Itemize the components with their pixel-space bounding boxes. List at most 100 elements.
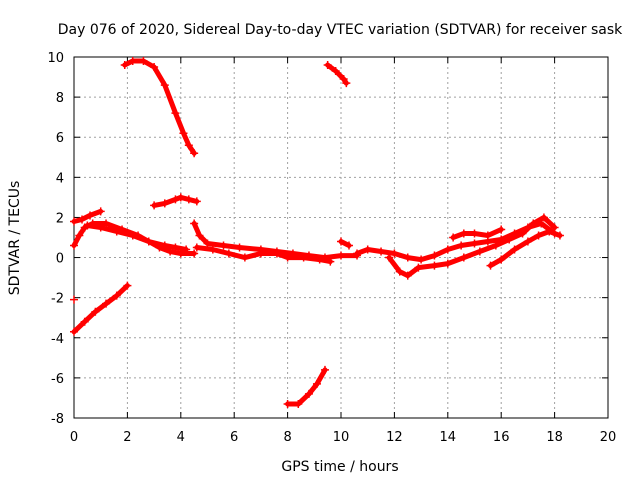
data-point — [96, 223, 105, 232]
data-point — [184, 195, 193, 204]
x-tick-label: 8 — [283, 430, 291, 445]
data-point — [345, 241, 354, 250]
data-point — [395, 267, 404, 276]
series-arc-15 — [70, 295, 78, 304]
data-point — [449, 233, 458, 242]
data-point — [294, 399, 303, 408]
x-tick-label: 0 — [70, 430, 78, 445]
data-point — [192, 243, 201, 252]
grid-lines — [74, 57, 608, 418]
y-tick-label: 2 — [56, 211, 64, 226]
data-point — [353, 249, 362, 258]
series-arc-13 — [449, 225, 506, 242]
data-point — [272, 249, 281, 258]
data-point — [190, 249, 199, 258]
y-tick-label: -4 — [51, 332, 64, 347]
data-point — [176, 193, 185, 202]
series-arc-8 — [192, 243, 335, 266]
y-tick-label: 4 — [56, 171, 64, 186]
data-point — [342, 79, 351, 88]
data-series — [70, 57, 564, 408]
y-tick-label: -8 — [51, 412, 64, 427]
chart-title: Day 076 of 2020, Sidereal Day-to-day VTE… — [58, 22, 623, 38]
data-point — [331, 67, 340, 76]
data-point — [470, 229, 479, 238]
data-point — [120, 61, 129, 70]
data-point — [171, 109, 180, 118]
data-point — [102, 299, 111, 308]
data-point — [403, 271, 412, 280]
data-point — [224, 249, 233, 258]
data-point — [337, 237, 345, 246]
x-tick-label: 6 — [230, 430, 238, 445]
data-point — [505, 235, 514, 244]
series-line — [194, 245, 333, 265]
data-point — [139, 57, 148, 66]
data-point — [337, 251, 345, 260]
data-point — [190, 219, 199, 228]
data-point — [78, 215, 87, 224]
data-point — [339, 75, 348, 84]
data-point — [83, 221, 92, 230]
series-line — [84, 223, 189, 252]
data-point — [184, 141, 193, 150]
data-point — [102, 219, 111, 228]
series-arc-12 — [486, 227, 564, 270]
data-point — [534, 231, 543, 240]
data-point — [443, 259, 452, 268]
x-tick-label: 2 — [123, 430, 131, 445]
data-point — [235, 243, 244, 252]
data-point — [497, 255, 506, 264]
data-point — [128, 57, 137, 66]
data-point — [417, 255, 426, 264]
data-point — [545, 227, 554, 236]
data-point — [459, 229, 468, 238]
data-point — [195, 231, 204, 240]
data-point — [123, 281, 132, 290]
data-point — [550, 223, 559, 232]
series-arc-14 — [70, 281, 132, 336]
series-line — [122, 58, 197, 156]
x-tick-label: 4 — [177, 430, 185, 445]
data-point — [86, 211, 95, 220]
data-point — [219, 241, 228, 250]
series-line — [285, 367, 328, 407]
y-tick-label: 6 — [56, 131, 64, 146]
series-line — [71, 208, 104, 224]
data-point — [497, 225, 506, 234]
series-arc-11 — [385, 213, 559, 280]
y-tick-label: -6 — [51, 372, 64, 387]
series-line — [325, 62, 349, 86]
y-tick-label: -2 — [51, 292, 64, 307]
data-point — [430, 251, 439, 260]
data-point — [403, 253, 412, 262]
series-arc-3 — [150, 193, 201, 210]
data-point — [128, 231, 137, 240]
data-point — [70, 217, 78, 226]
data-point — [304, 389, 313, 398]
data-point — [240, 253, 249, 262]
data-point — [80, 317, 89, 326]
data-point — [171, 195, 180, 204]
x-tick-label: 14 — [440, 430, 457, 445]
data-point — [283, 399, 292, 408]
data-point — [470, 239, 479, 248]
data-point — [112, 291, 121, 300]
data-point — [91, 307, 100, 316]
series-arc-4 — [70, 207, 105, 226]
data-point — [312, 379, 321, 388]
data-point — [70, 327, 78, 336]
series-arc-1 — [120, 57, 199, 158]
data-point — [160, 241, 169, 250]
x-tick-label: 20 — [600, 430, 617, 445]
data-point — [430, 261, 439, 270]
data-point — [160, 199, 169, 208]
data-point — [385, 253, 394, 262]
axis-ticks: 0 2 4 6 8 10 12 14 16 18 20 -8 -6 -4 -2 0 2 4 6 8 10 — [47, 51, 616, 445]
data-point — [283, 253, 292, 262]
series-arc-16 — [283, 365, 329, 408]
data-point — [459, 253, 468, 262]
data-point — [326, 257, 335, 266]
y-tick-label: 10 — [47, 51, 64, 66]
